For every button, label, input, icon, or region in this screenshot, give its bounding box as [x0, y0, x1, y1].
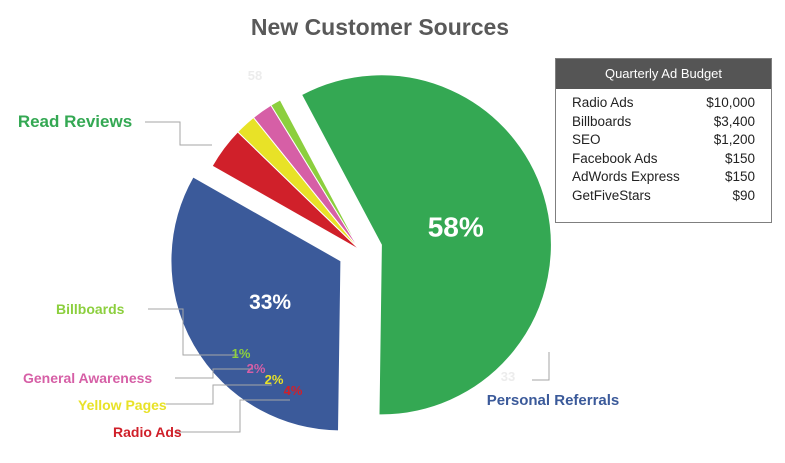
budget-item: SEO	[572, 132, 601, 147]
leader-line	[166, 384, 272, 405]
leader-line	[145, 121, 212, 146]
budget-table: Quarterly Ad Budget Radio Ads $10,000 Bill…	[555, 58, 772, 223]
faint-value-label: 33	[501, 369, 515, 384]
leader-line	[175, 368, 253, 379]
faint-value-label: 58	[248, 68, 262, 83]
budget-item: AdWords Express	[572, 169, 680, 184]
slice-percent-label: 2%	[247, 361, 266, 376]
pie-slice-personal-referrals	[170, 176, 342, 432]
budget-row: SEO $1,200	[572, 131, 755, 150]
slice-name-label: Radio Ads	[113, 424, 182, 440]
budget-rows: Radio Ads $10,000 Billboards $3,400 SEO $1,20…	[556, 89, 771, 205]
budget-item: Radio Ads	[572, 95, 634, 110]
budget-amount: $3,400	[713, 113, 755, 129]
slice-name-label: Yellow Pages	[78, 397, 167, 413]
slice-percent-label: 1%	[232, 346, 251, 361]
pie-slice-billboards	[270, 99, 361, 251]
slice-name-label: General Awareness	[23, 370, 152, 386]
slice-name-label: Billboards	[56, 301, 125, 317]
leader-line	[176, 399, 290, 433]
slice-percent-label: 33%	[249, 291, 291, 314]
pie-slice-read-reviews	[300, 74, 552, 416]
budget-amount: $10,000	[706, 95, 755, 110]
budget-amount: $90	[732, 187, 755, 203]
budget-row: Radio Ads $10,000	[572, 94, 755, 113]
budget-row: AdWords Express $150	[572, 168, 755, 187]
leader-line	[532, 352, 550, 381]
budget-item: GetFiveStars	[572, 187, 651, 203]
slice-percent-label: 58%	[428, 212, 484, 243]
slice-name-label: Personal Referrals	[487, 392, 620, 409]
slice-percent-label: 4%	[284, 383, 303, 398]
budget-row: Billboards $3,400	[572, 113, 755, 132]
budget-amount: $150	[724, 169, 755, 184]
budget-amount: $150	[724, 150, 755, 166]
budget-row: Facebook Ads $150	[572, 150, 755, 169]
chart-title: New Customer Sources	[250, 14, 510, 40]
budget-table-title: Quarterly Ad Budget	[556, 59, 771, 89]
leader-line	[148, 308, 238, 356]
budget-item: Facebook Ads	[572, 150, 658, 166]
slice-percent-label: 2%	[265, 372, 284, 387]
slice-name-label: Read Reviews	[18, 112, 132, 131]
budget-row: GetFiveStars $90	[572, 187, 755, 206]
budget-item: Billboards	[572, 113, 632, 129]
budget-amount: $1,200	[713, 132, 755, 147]
